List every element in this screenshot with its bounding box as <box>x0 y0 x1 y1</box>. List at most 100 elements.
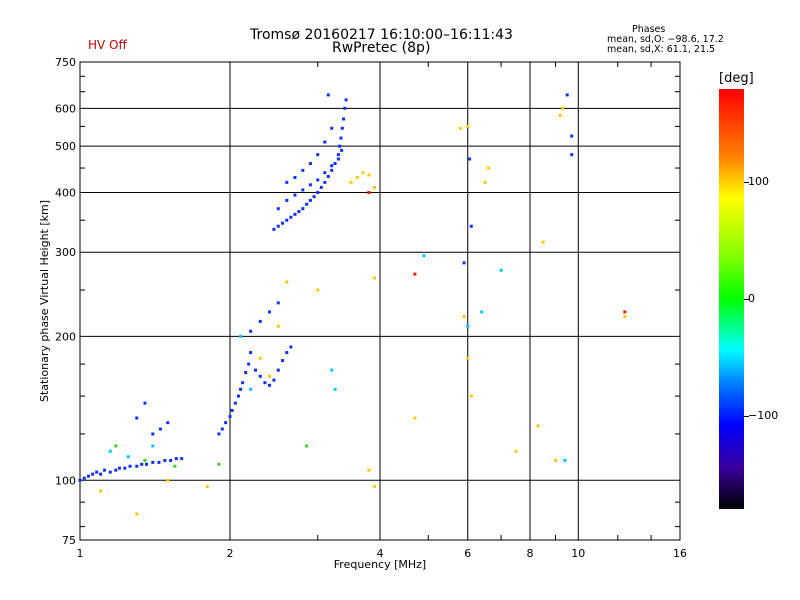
data-point <box>413 272 417 276</box>
data-point <box>344 98 348 102</box>
phase-colorbar <box>719 89 744 509</box>
data-point <box>333 161 337 165</box>
data-point <box>565 93 569 97</box>
data-point <box>276 368 280 372</box>
data-point <box>135 464 139 468</box>
data-point <box>258 374 262 378</box>
data-point <box>276 207 280 211</box>
data-point <box>462 261 466 265</box>
data-point <box>422 254 426 258</box>
data-point <box>276 324 280 328</box>
data-point <box>285 180 289 184</box>
y-tick-label: 75 <box>62 534 76 547</box>
data-point <box>316 178 320 182</box>
data-point <box>158 427 162 431</box>
y-tick-label: 600 <box>55 102 76 115</box>
data-point <box>469 394 473 398</box>
data-point <box>239 334 243 338</box>
data-point <box>95 470 99 474</box>
data-point <box>276 224 280 228</box>
x-tick-label: 10 <box>571 547 585 560</box>
data-point <box>316 153 320 157</box>
data-point <box>338 144 342 148</box>
data-point <box>249 387 253 391</box>
data-point <box>145 462 149 466</box>
x-tick-label: 8 <box>527 547 534 560</box>
data-point <box>174 457 178 461</box>
data-point <box>249 329 253 333</box>
colorbar-unit-label: [deg] <box>719 71 754 86</box>
data-point <box>263 381 267 385</box>
x-tick-label: 16 <box>673 547 687 560</box>
y-axis-label: Stationary phase Virtual Height [km] <box>38 200 51 402</box>
data-point <box>458 126 462 130</box>
data-point <box>323 171 327 175</box>
data-point <box>247 362 251 366</box>
data-point <box>114 468 118 472</box>
data-point <box>466 324 470 328</box>
data-point <box>340 126 344 130</box>
data-point <box>233 401 237 405</box>
data-point <box>220 427 224 431</box>
data-point <box>316 190 320 194</box>
colorbar-tick <box>744 182 749 184</box>
data-point <box>563 458 567 462</box>
data-point <box>536 424 540 428</box>
data-point <box>623 315 627 319</box>
data-point <box>166 478 170 482</box>
data-point <box>330 168 334 172</box>
data-point <box>367 190 371 194</box>
data-point <box>99 489 103 493</box>
data-point <box>480 310 484 314</box>
data-point <box>466 124 470 128</box>
y-tick-label: 100 <box>55 474 76 487</box>
data-point <box>180 457 184 461</box>
data-point <box>276 301 280 305</box>
data-point <box>135 512 139 516</box>
data-point <box>293 193 297 197</box>
data-point <box>91 472 95 476</box>
y-tick-label: 400 <box>55 186 76 199</box>
data-point <box>285 218 289 222</box>
data-point <box>108 470 112 474</box>
data-point <box>166 421 170 425</box>
data-point <box>373 185 377 189</box>
data-point <box>323 140 327 144</box>
data-point <box>293 175 297 179</box>
data-point <box>272 227 276 231</box>
data-point <box>468 157 472 161</box>
data-point <box>126 455 130 459</box>
data-point <box>342 117 346 121</box>
data-point <box>267 310 271 314</box>
data-point <box>570 134 574 138</box>
x-tick-label: 6 <box>464 547 471 560</box>
data-point <box>339 136 343 140</box>
data-point <box>157 460 161 464</box>
y-tick-label: 300 <box>55 246 76 259</box>
data-point <box>486 166 490 170</box>
plot-frame <box>79 61 681 541</box>
data-point <box>570 153 574 157</box>
data-point <box>281 221 285 225</box>
data-point <box>308 161 312 165</box>
data-point <box>258 356 262 360</box>
data-point <box>285 351 289 355</box>
data-point <box>224 421 228 425</box>
data-point <box>140 462 144 466</box>
data-point <box>86 474 90 478</box>
data-point <box>483 180 487 184</box>
colorbar-tick <box>744 415 749 417</box>
data-point <box>319 185 323 189</box>
data-point <box>326 93 330 97</box>
data-point <box>308 198 312 202</box>
data-point <box>367 173 371 177</box>
data-point <box>169 458 173 462</box>
data-point <box>151 444 155 448</box>
chart-subtitle: RwPretec (8p) <box>332 40 431 56</box>
data-point <box>173 464 177 468</box>
data-point <box>343 106 347 110</box>
data-point <box>205 485 209 489</box>
colorbar-tick-label: 0 <box>748 292 755 305</box>
data-point <box>289 345 293 349</box>
